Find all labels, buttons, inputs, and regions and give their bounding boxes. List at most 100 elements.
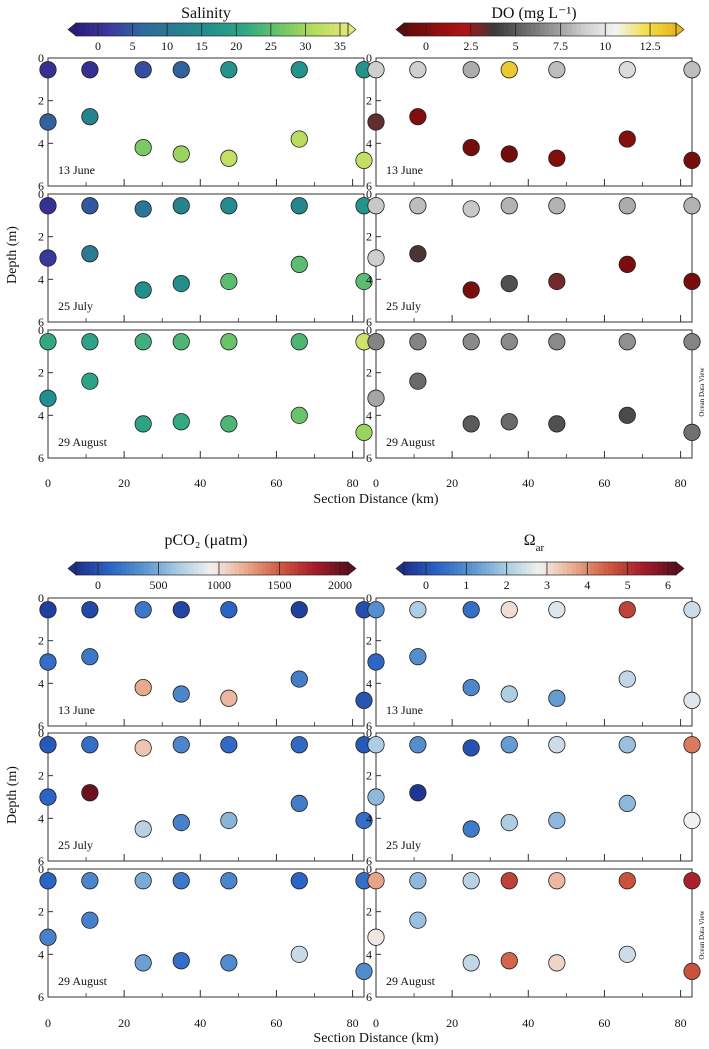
data-point bbox=[355, 691, 373, 710]
data-point bbox=[683, 736, 701, 754]
panel-frame bbox=[47, 329, 365, 459]
data-point bbox=[290, 130, 308, 148]
colorbar-swatch bbox=[621, 23, 627, 36]
colorbar-tick-label: 7.5 bbox=[553, 39, 568, 53]
panel-pco2-2: 0 2 4 6 29 August bbox=[38, 862, 373, 1004]
y-tick-label: 4 bbox=[38, 272, 44, 286]
colorbar-swatch bbox=[608, 562, 614, 575]
colorbar-swatch bbox=[103, 562, 109, 575]
data-point bbox=[367, 788, 385, 806]
colorbar-salinity: 0 5 10 15 20 25 30 35 bbox=[67, 22, 357, 53]
colorbar-swatch bbox=[540, 23, 546, 36]
y-tick-label: 2 bbox=[366, 366, 372, 380]
data-point bbox=[355, 272, 373, 291]
colorbar-swatch bbox=[116, 23, 122, 36]
colorbar-swatch bbox=[580, 23, 586, 36]
y-tick-label: 0 bbox=[38, 726, 44, 740]
panel-date-label: 29 August bbox=[386, 435, 436, 449]
y-tick-label: 4 bbox=[38, 947, 44, 961]
colorbar-swatch bbox=[485, 23, 491, 36]
colorbar-swatch bbox=[413, 23, 419, 36]
panel-do-0: 0 2 4 6 13 June bbox=[366, 51, 701, 193]
data-point bbox=[134, 678, 152, 697]
colorbar-swatch bbox=[112, 23, 118, 36]
colorbar-swatch bbox=[576, 23, 582, 36]
data-point bbox=[500, 601, 518, 619]
data-point bbox=[462, 200, 480, 218]
data-point bbox=[290, 333, 308, 351]
colorbar-swatch bbox=[657, 562, 663, 575]
x-tick-label: 40 bbox=[522, 1016, 534, 1030]
data-point bbox=[462, 954, 480, 972]
y-tick-label: 2 bbox=[38, 366, 44, 380]
colorbar-swatch bbox=[239, 23, 245, 36]
y-tick-label: 4 bbox=[38, 136, 44, 150]
panel-date-label: 29 August bbox=[386, 974, 436, 988]
panel-salinity-0: 0 2 4 6 13 June bbox=[38, 51, 373, 193]
colorbar-swatch bbox=[472, 562, 478, 575]
colorbar-swatch bbox=[338, 562, 345, 575]
colorbar-swatch bbox=[567, 562, 573, 575]
chart-title-subscript-omega: ar bbox=[536, 542, 545, 554]
colorbar-swatch bbox=[284, 562, 290, 575]
data-point bbox=[548, 954, 566, 972]
colorbar-swatch bbox=[444, 562, 450, 575]
data-point bbox=[409, 333, 427, 351]
data-point bbox=[548, 872, 566, 890]
panel-frame bbox=[47, 868, 365, 998]
colorbar-swatch bbox=[343, 562, 349, 575]
data-point bbox=[367, 197, 385, 215]
colorbar-swatch bbox=[666, 23, 673, 36]
colorbar-swatch bbox=[189, 23, 195, 36]
data-point bbox=[683, 151, 701, 169]
y-tick-label: 6 bbox=[38, 315, 44, 329]
panel-frame bbox=[47, 597, 365, 727]
colorbar-swatch bbox=[148, 562, 154, 575]
data-point bbox=[683, 197, 701, 215]
colorbar-swatch bbox=[221, 562, 227, 575]
colorbar-swatch bbox=[413, 562, 419, 575]
data-point bbox=[548, 333, 566, 351]
data-point bbox=[220, 197, 238, 215]
colorbar-swatch bbox=[76, 23, 82, 36]
colorbar-tick-label: 2000 bbox=[328, 578, 352, 592]
data-point bbox=[618, 945, 636, 963]
colorbar-swatch bbox=[89, 23, 95, 36]
colorbar-swatch bbox=[216, 23, 222, 36]
colorbar-swatch bbox=[198, 23, 204, 36]
y-tick-label: 6 bbox=[38, 990, 44, 1004]
colorbar-swatch bbox=[490, 562, 496, 575]
data-point bbox=[81, 601, 99, 619]
colorbar-swatch bbox=[107, 562, 113, 575]
colorbar-swatch bbox=[130, 562, 136, 575]
colorbar-swatch bbox=[585, 562, 591, 575]
x-tick-label: 20 bbox=[118, 476, 130, 490]
data-point bbox=[500, 274, 518, 293]
data-point bbox=[172, 952, 190, 970]
colorbar-swatch bbox=[571, 562, 577, 575]
colorbar-swatch bbox=[134, 562, 141, 575]
data-point bbox=[81, 784, 99, 802]
x-tick-label: 60 bbox=[270, 1016, 282, 1030]
data-point bbox=[81, 372, 99, 390]
colorbar-swatch bbox=[94, 23, 100, 36]
data-point bbox=[683, 601, 701, 619]
data-point bbox=[367, 872, 385, 890]
panel-frame bbox=[375, 732, 693, 862]
data-point bbox=[462, 281, 480, 299]
data-point bbox=[618, 255, 636, 273]
data-point bbox=[683, 333, 701, 351]
data-point bbox=[39, 601, 57, 619]
data-point bbox=[367, 389, 385, 407]
colorbar-swatch bbox=[157, 562, 163, 575]
y-tick-label: 0 bbox=[38, 591, 44, 605]
y-tick-label: 0 bbox=[366, 51, 372, 65]
colorbar-swatch bbox=[166, 23, 172, 36]
data-point bbox=[500, 685, 518, 703]
data-point bbox=[172, 685, 190, 703]
colorbar-swatch bbox=[162, 562, 168, 575]
y-tick-label: 0 bbox=[366, 862, 372, 876]
y-tick-label: 4 bbox=[366, 676, 372, 690]
colorbar-swatch bbox=[462, 562, 469, 575]
colorbar-swatch bbox=[293, 562, 299, 575]
